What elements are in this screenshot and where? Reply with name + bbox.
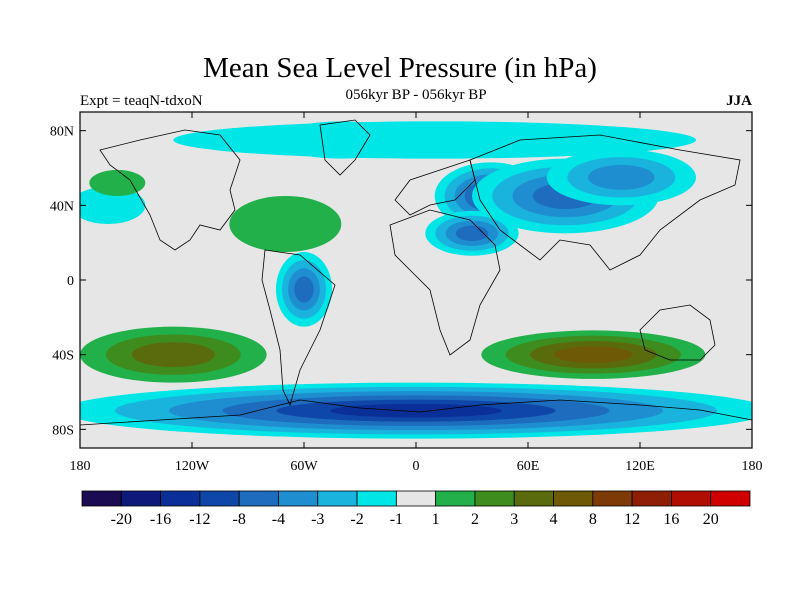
region-n-atlantic-high: [229, 196, 342, 252]
colorbar-label: 3: [510, 511, 518, 528]
colorbar-label: 2: [471, 511, 479, 528]
experiment-label: Expt = teaqN-tdxoN: [80, 93, 203, 109]
colorbar-swatch: [278, 490, 319, 507]
colorbar-swatch: [513, 490, 554, 507]
pressure-anomaly-fields: [80, 121, 752, 439]
colorbar-label: 4: [550, 511, 558, 528]
region-arctic-ring: [173, 121, 696, 159]
region-indian-ocean-high: [481, 330, 706, 379]
x-tick-label: 60W: [290, 459, 318, 474]
region-n-pacific-low: [80, 186, 146, 224]
colorbar-label: 20: [703, 511, 719, 528]
x-tick-label: 180: [70, 459, 91, 474]
colorbar-label: -4: [272, 511, 285, 528]
colorbar-swatch: [317, 490, 358, 507]
contour-level: [131, 342, 215, 368]
colorbar-swatch: [395, 490, 437, 507]
coastlines: [80, 119, 752, 426]
colorbar-swatch: [120, 490, 161, 507]
contour-level: [455, 225, 489, 242]
contour-level: [588, 164, 655, 190]
colorbar-label: 8: [589, 511, 597, 528]
map-field: [80, 112, 752, 448]
y-tick-label: 40S: [52, 349, 74, 364]
region-southern-ocean-low: [80, 382, 752, 439]
subtitle: 056kyr BP - 056kyr BP: [345, 87, 487, 103]
longitude-axis: 180 120W 60W 0 60E 120E 180: [70, 112, 763, 474]
season-label: JJA: [726, 93, 752, 109]
colorbar-label: -2: [350, 511, 363, 528]
colorbar-label: -8: [233, 511, 246, 528]
y-tick-label: 80S: [52, 423, 74, 438]
colorbar-swatch: [474, 490, 515, 507]
colorbar-swatch: [553, 490, 594, 507]
contour-level: [294, 276, 314, 303]
colorbar-swatch: [238, 490, 279, 507]
region-s-america-low: [276, 252, 332, 327]
latitude-axis: 80N 40N 0 40S 80S: [50, 125, 752, 438]
colorbar-swatch: [710, 490, 751, 507]
y-tick-label: 40N: [50, 199, 74, 214]
colorbar-swatch: [160, 490, 201, 507]
contour-level: [80, 186, 146, 224]
x-tick-label: 60E: [517, 459, 540, 474]
colorbar-swatch: [631, 490, 672, 507]
region-n-pacific-high: [89, 169, 146, 196]
page-title: Mean Sea Level Pressure (in hPa): [203, 52, 597, 84]
x-tick-label: 180: [742, 459, 763, 474]
y-tick-label: 80N: [50, 125, 74, 140]
contour-level: [173, 121, 696, 159]
colorbar-label: -3: [311, 511, 324, 528]
colorbar-swatch: [199, 490, 240, 507]
colorbar-label: -20: [111, 511, 132, 528]
region-siberia-low: [546, 149, 696, 206]
colorbar-swatch: [356, 490, 397, 507]
colorbar-swatch: [81, 490, 122, 507]
colorbar-swatch: [671, 490, 712, 507]
region-s-pacific-high: [80, 326, 267, 383]
colorbar: -20 -16 -12 -8 -4 -3 -2 -1 1 2 3 4 8 12 16 20: [81, 490, 751, 528]
contour-level: [330, 403, 502, 418]
colorbar-label: -12: [189, 511, 210, 528]
colorbar-swatch: [592, 490, 633, 507]
colorbar-label: -16: [150, 511, 171, 528]
colorbar-label: 1: [432, 511, 440, 528]
colorbar-label: 16: [663, 511, 679, 528]
colorbar-label: 12: [624, 511, 640, 528]
y-tick-label: 0: [67, 274, 74, 289]
x-tick-label: 120W: [175, 459, 210, 474]
colorbar-label: -1: [390, 511, 403, 528]
region-mideast-low: [425, 210, 519, 256]
colorbar-swatch: [435, 490, 476, 507]
x-tick-label: 0: [413, 459, 420, 474]
contour-level: [89, 169, 146, 196]
contour-level: [554, 346, 633, 364]
contour-level: [229, 196, 342, 252]
x-tick-label: 120E: [625, 459, 655, 474]
